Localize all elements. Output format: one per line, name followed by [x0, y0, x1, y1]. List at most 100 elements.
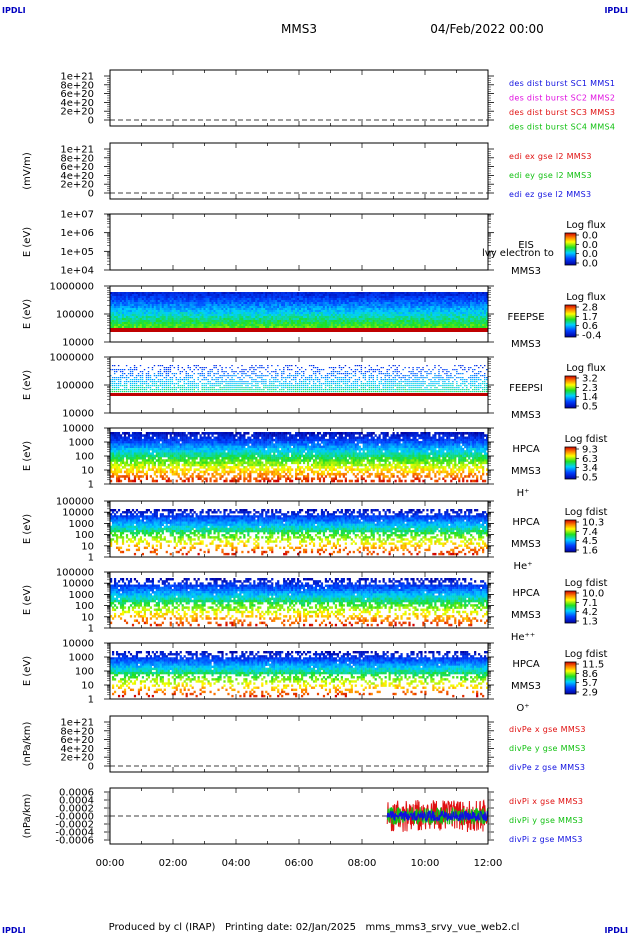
spectrogram-cell [193, 389, 195, 391]
spectrogram-cell [165, 326, 168, 329]
y-tick-label: 10000 [62, 338, 94, 349]
spectrogram-cell [223, 387, 225, 389]
spectrogram-cell [127, 296, 131, 299]
spectrogram-cell [324, 326, 328, 329]
spectrogram-cell [368, 324, 371, 327]
spectrogram-cell [308, 381, 311, 383]
y-tick-label: 1e+07 [60, 210, 94, 221]
spectrogram-cell [414, 314, 417, 317]
y-tick-label: 0 [88, 116, 94, 127]
spectrogram-cell [350, 324, 354, 327]
spectrogram-cell [237, 377, 239, 379]
spectrogram-cell [227, 318, 230, 321]
spectrogram-cell [386, 308, 389, 311]
instrument-label: FEEPSE [507, 312, 544, 323]
spectrogram-cell [456, 326, 459, 329]
spectrogram-cell [408, 322, 411, 325]
spectrogram-cell [287, 314, 290, 317]
spectrogram-cell [259, 391, 261, 393]
spectrogram-cell [199, 308, 202, 311]
spectrogram-cell [257, 320, 260, 323]
spectrogram-cell [452, 294, 455, 297]
spectrogram-cell [145, 300, 149, 303]
spectrogram-cell [155, 302, 159, 305]
spectrogram-cell [251, 322, 254, 325]
spectrogram-cell [308, 300, 312, 303]
spectrogram-cell [137, 320, 141, 323]
spectrogram-cell [418, 294, 421, 297]
spectrogram-cell [203, 306, 206, 309]
spectrogram-cell [273, 298, 276, 301]
spectrogram-cell [342, 308, 346, 311]
spectrogram-cell [320, 383, 323, 385]
spectrogram-cell [219, 375, 221, 377]
spectrogram-cell [374, 306, 377, 309]
spectrogram-cell [283, 302, 286, 305]
spectrogram-cell [462, 298, 465, 301]
spectrogram-cell [223, 391, 225, 393]
spectrogram-cell [297, 298, 300, 301]
spectrogram-cell [153, 381, 156, 383]
spectrogram-cell [428, 310, 431, 313]
spectrogram-cell [149, 296, 153, 299]
spectrogram-cell [277, 381, 279, 383]
spectrogram-cell [215, 302, 218, 305]
spectrogram-cell [137, 304, 141, 307]
spectrogram-cell [161, 306, 165, 309]
spectrogram-cell [133, 292, 137, 295]
spectrogram-cell [183, 369, 186, 371]
spectrogram-cell [348, 316, 352, 319]
spectrogram-cell [398, 308, 401, 311]
spectrogram-cell [173, 385, 176, 387]
spectrogram-cell [247, 296, 250, 299]
spectrogram-cell [432, 318, 435, 321]
spectrogram-cell [185, 379, 187, 381]
spectrogram-cell [117, 300, 121, 303]
spectrogram-cell [332, 373, 335, 375]
spectrogram-cell [151, 322, 155, 325]
spectrogram-cell [376, 304, 379, 307]
spectrogram-cell [197, 318, 200, 321]
spectrogram-cell [145, 320, 149, 323]
spectrogram-cell [338, 371, 341, 373]
spectrogram-cell [366, 326, 369, 329]
spectrogram-cell [322, 324, 326, 327]
spectrogram-cell [211, 377, 213, 379]
spectrogram-cell [149, 310, 153, 313]
spectrogram-cell [131, 385, 134, 387]
spectrogram-cell [376, 308, 379, 311]
spectrogram-cell [462, 302, 465, 305]
spectrogram-cell [123, 304, 127, 307]
spectrogram-cell [376, 292, 379, 295]
spectrogram-cell [310, 375, 313, 377]
spectrogram-cell [111, 314, 115, 317]
spectrogram-cell [213, 302, 216, 305]
spectrogram-cell [269, 296, 272, 299]
spectrogram-cell [424, 304, 427, 307]
spectrogram-cell [432, 294, 435, 297]
spectrogram-cell [320, 387, 323, 389]
spectrogram-cell [131, 310, 135, 313]
spectrogram-cell [346, 304, 350, 307]
spectrogram-cell [432, 300, 435, 303]
spectrogram-cell [155, 308, 159, 311]
spectrogram-cell [249, 304, 252, 307]
spectrogram-cell [438, 322, 441, 325]
spectrogram-cell [273, 379, 275, 381]
spectrogram-cell [334, 304, 338, 307]
spectrogram-cell [291, 379, 293, 381]
spectrogram-cell [446, 306, 449, 309]
spectrogram-cell [336, 314, 340, 317]
spectrogram-cell [237, 304, 240, 307]
spectrogram-cell [324, 318, 328, 321]
spectrogram-cell [135, 312, 139, 315]
spectrogram-cell [328, 377, 331, 379]
spectrogram-cell [191, 306, 194, 309]
spectrogram-cell [151, 312, 155, 315]
spectrogram-cell [139, 371, 142, 373]
spectrogram-cell [259, 294, 262, 297]
spectrogram-cell [203, 383, 205, 385]
spectrogram-cell [131, 379, 134, 381]
spectrogram-cell [177, 367, 180, 369]
spectrogram-cell [159, 389, 162, 391]
